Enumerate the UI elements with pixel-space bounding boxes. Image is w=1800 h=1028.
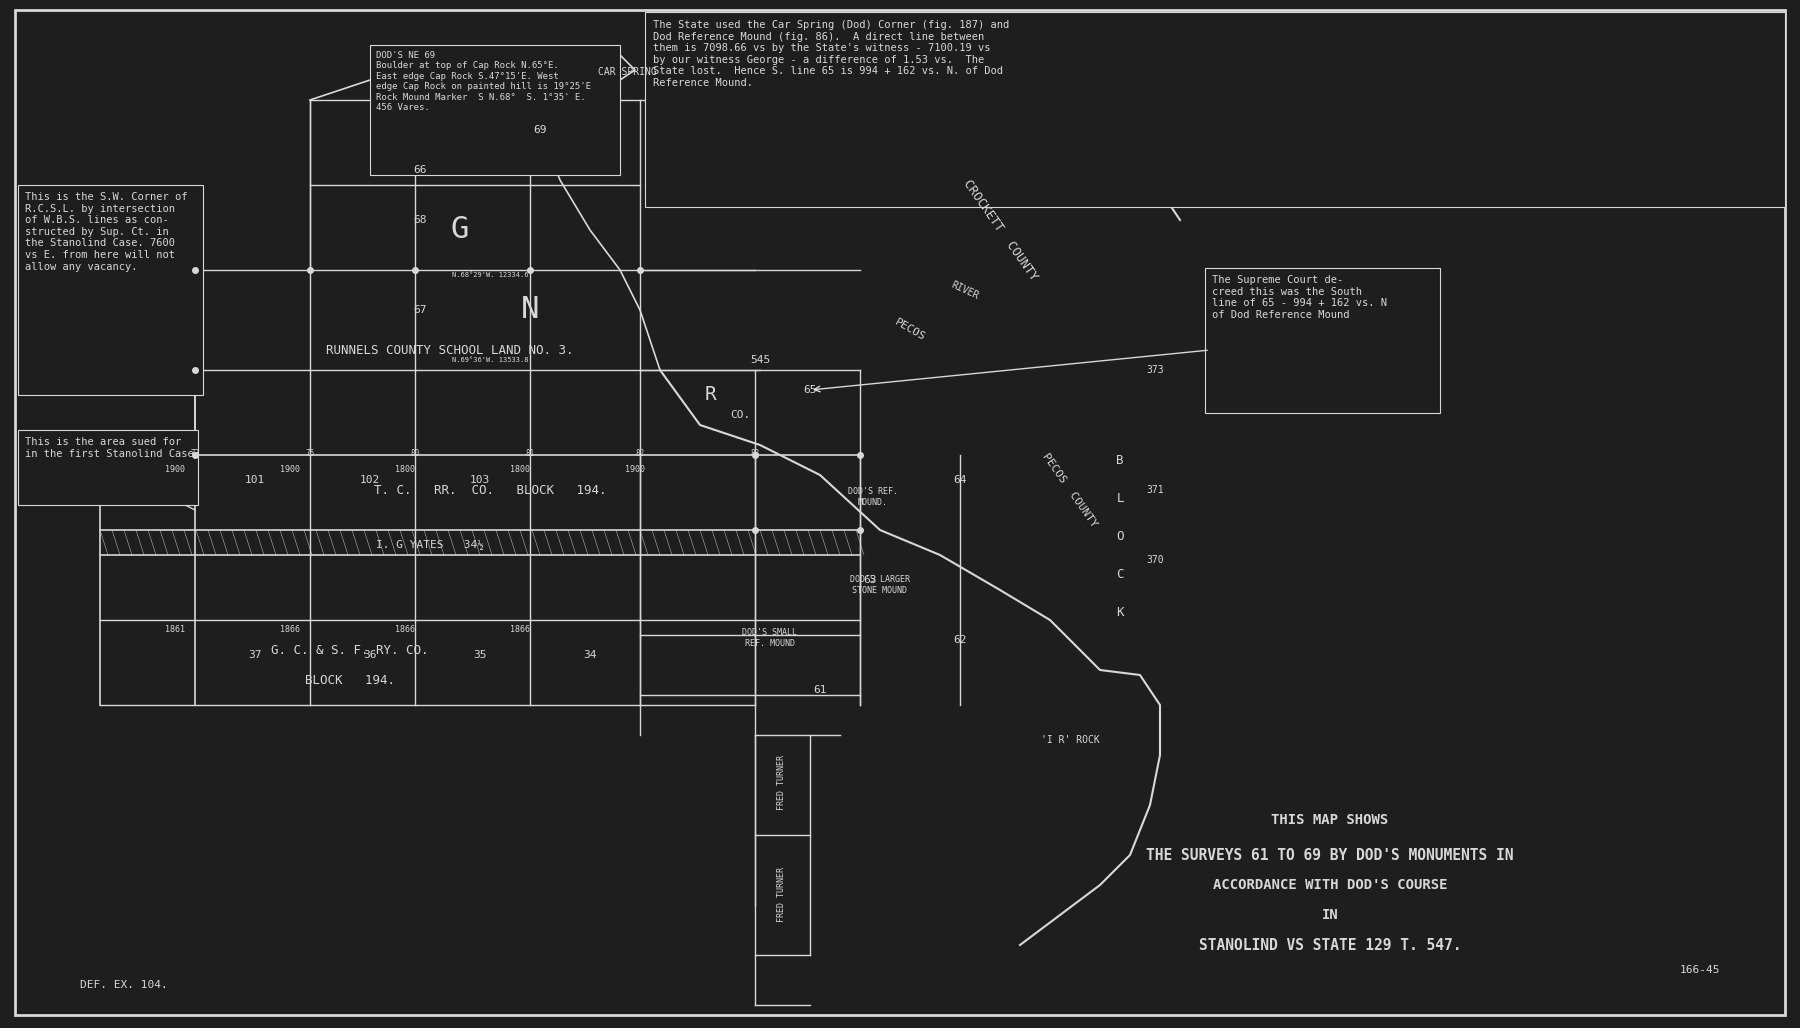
Text: 63: 63 (864, 575, 877, 585)
Text: B: B (1116, 453, 1123, 467)
Text: 1866: 1866 (281, 625, 301, 634)
Text: The State used the Car Spring (Dod) Corner (fig. 187) and
Dod Reference Mound (f: The State used the Car Spring (Dod) Corn… (653, 20, 1010, 88)
Text: 1800: 1800 (509, 466, 529, 475)
Text: 73: 73 (191, 448, 200, 457)
Text: I. G YATES   34½: I. G YATES 34½ (376, 540, 484, 550)
Text: PECOS  COUNTY: PECOS COUNTY (1040, 451, 1100, 528)
Text: PECOS: PECOS (893, 318, 927, 342)
Text: 66: 66 (414, 166, 427, 175)
Text: IN: IN (1321, 908, 1339, 922)
Text: 1900: 1900 (281, 466, 301, 475)
Text: The Supreme Court de-
creed this was the South
line of 65 - 994 + 162 vs. N
of D: The Supreme Court de- creed this was the… (1211, 276, 1388, 320)
Text: 34: 34 (583, 650, 598, 660)
Text: 37: 37 (248, 650, 261, 660)
Text: RUNNELS COUNTY SCHOOL LAND NO. 3.: RUNNELS COUNTY SCHOOL LAND NO. 3. (326, 343, 574, 357)
Text: 'I R' ROCK: 'I R' ROCK (1040, 735, 1100, 745)
Text: DOD'S SMALL
REF. MOUND: DOD'S SMALL REF. MOUND (742, 628, 797, 648)
Text: 35: 35 (473, 650, 486, 660)
Text: STANOLIND VS STATE 129 T. 547.: STANOLIND VS STATE 129 T. 547. (1199, 938, 1462, 953)
Text: 36: 36 (364, 650, 376, 660)
Text: 1866: 1866 (394, 625, 416, 634)
Text: 64: 64 (954, 475, 967, 485)
Text: G: G (450, 216, 470, 245)
Text: FRED TURNER: FRED TURNER (778, 868, 787, 922)
Text: 370: 370 (1147, 555, 1165, 565)
Text: 65: 65 (803, 386, 817, 395)
Text: THE SURVEYS 61 TO 69 BY DOD'S MONUMENTS IN: THE SURVEYS 61 TO 69 BY DOD'S MONUMENTS … (1147, 847, 1514, 862)
Text: R: R (704, 386, 716, 404)
Text: N: N (520, 295, 540, 325)
Text: 101: 101 (245, 475, 265, 485)
Text: DOD'S NE 69
Boulder at top of Cap Rock N.65°E.
East edge Cap Rock S.47°15'E. Wes: DOD'S NE 69 Boulder at top of Cap Rock N… (376, 51, 590, 112)
Bar (18, 430, 198, 505)
Text: This is the area sued for
in the first Stanolind Case.: This is the area sued for in the first S… (25, 437, 200, 458)
Text: 1866: 1866 (509, 625, 529, 634)
Text: 81: 81 (526, 448, 535, 457)
Text: ACCORDANCE WITH DOD'S COURSE: ACCORDANCE WITH DOD'S COURSE (1213, 878, 1447, 892)
Text: CROCKETT  COUNTY: CROCKETT COUNTY (959, 177, 1040, 283)
Text: FRED TURNER: FRED TURNER (778, 756, 787, 810)
Text: 1800: 1800 (394, 466, 416, 475)
Text: K: K (1116, 605, 1123, 619)
Text: 69: 69 (533, 125, 547, 135)
Text: T. C.   RR.  CO.   BLOCK   194.: T. C. RR. CO. BLOCK 194. (374, 483, 607, 497)
Text: N.68°29'W. 12334.6: N.68°29'W. 12334.6 (452, 272, 527, 278)
Bar (1204, 268, 1440, 413)
Text: G. C. & S. F. RY. CO.: G. C. & S. F. RY. CO. (272, 644, 428, 657)
Text: O: O (1116, 529, 1123, 543)
Text: 1900: 1900 (166, 466, 185, 475)
Text: DOD'S LARGER
STONE MOUND: DOD'S LARGER STONE MOUND (850, 576, 911, 595)
Text: DOD'S REF.
MOUND.: DOD'S REF. MOUND. (848, 487, 898, 507)
Bar (644, 12, 1786, 207)
Text: 67: 67 (414, 305, 427, 315)
Text: 103: 103 (470, 475, 490, 485)
Text: 545: 545 (751, 355, 770, 365)
Text: 80: 80 (410, 448, 419, 457)
Text: This is the S.W. Corner of
R.C.S.L. by intersection
of W.B.S. lines as con-
stru: This is the S.W. Corner of R.C.S.L. by i… (25, 192, 187, 271)
Text: 102: 102 (360, 475, 380, 485)
Text: CO.: CO. (729, 410, 751, 420)
Text: 1900: 1900 (625, 466, 644, 475)
Text: 166-45: 166-45 (1679, 965, 1721, 975)
Bar (18, 185, 203, 395)
Text: DEF. EX. 104.: DEF. EX. 104. (79, 980, 167, 990)
Text: RIVER: RIVER (950, 280, 981, 301)
Text: BLOCK   194.: BLOCK 194. (304, 673, 394, 687)
Text: 75: 75 (306, 448, 315, 457)
Text: THIS MAP SHOWS: THIS MAP SHOWS (1271, 813, 1388, 827)
Text: 62: 62 (954, 635, 967, 645)
Text: 1861: 1861 (166, 625, 185, 634)
Text: 68: 68 (414, 215, 427, 225)
Bar (371, 45, 619, 175)
Text: 373: 373 (1147, 365, 1165, 375)
Text: C: C (1116, 567, 1123, 581)
Text: N.69°36'W. 13533.8: N.69°36'W. 13533.8 (452, 357, 527, 363)
Text: CAR SPRING: CAR SPRING (598, 67, 657, 77)
Text: 82: 82 (635, 448, 644, 457)
Text: 83: 83 (751, 448, 760, 457)
Text: L: L (1116, 491, 1123, 505)
Text: 61: 61 (814, 685, 826, 695)
Text: 371: 371 (1147, 485, 1165, 495)
